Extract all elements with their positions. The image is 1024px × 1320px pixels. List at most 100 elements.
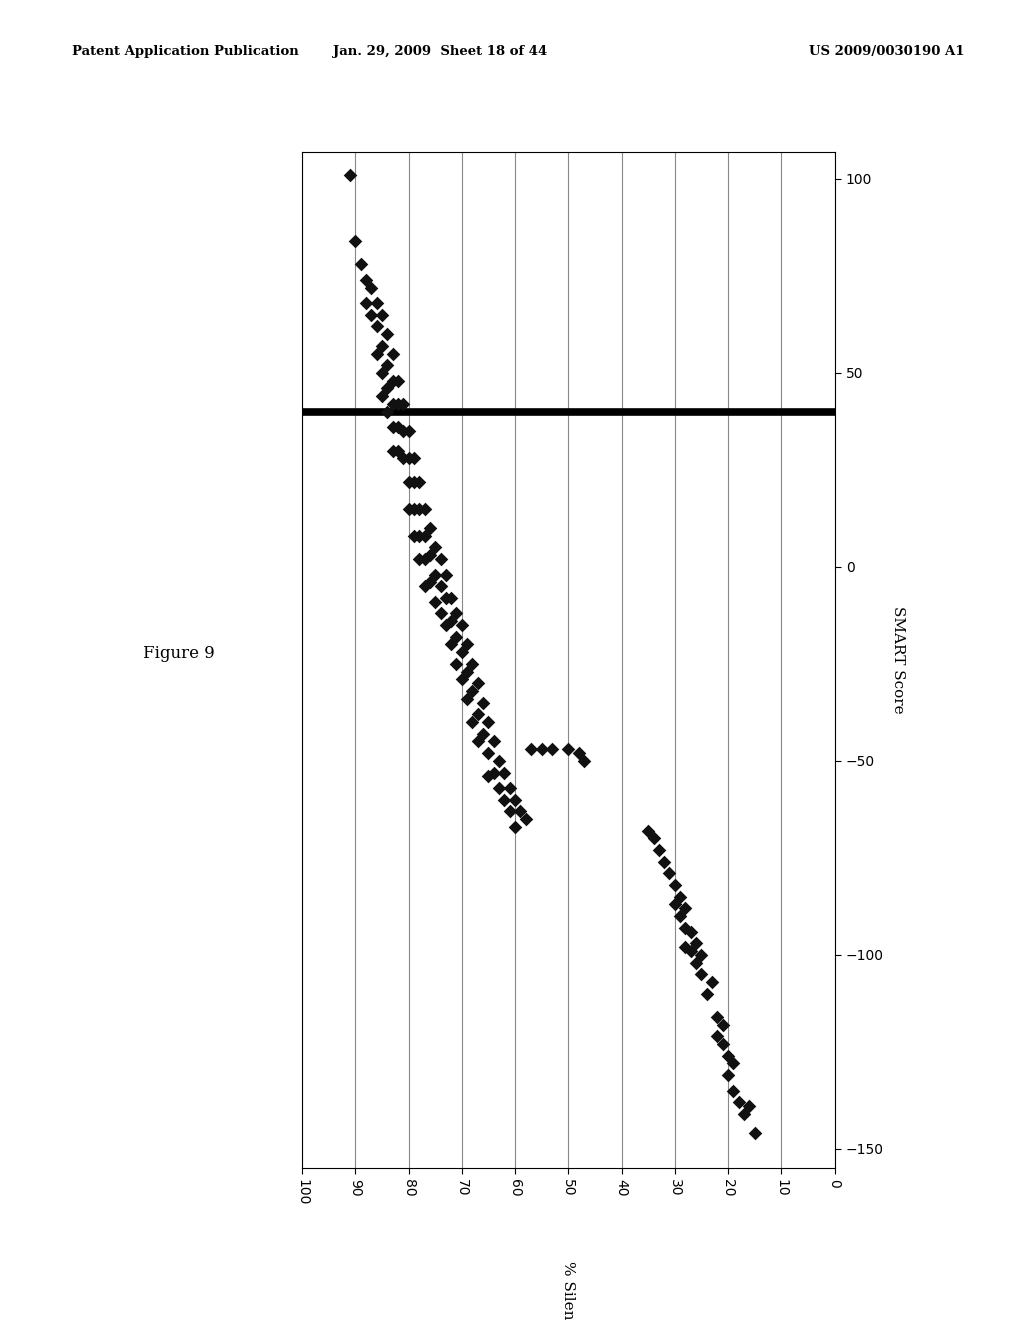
Point — [677, 936, 693, 957]
Point — [454, 642, 470, 663]
Point — [688, 933, 705, 954]
Point — [374, 304, 390, 325]
Point — [480, 711, 497, 733]
Point — [480, 766, 497, 787]
Point — [459, 634, 475, 655]
Point — [454, 669, 470, 690]
Point — [406, 447, 422, 469]
Point — [443, 587, 460, 609]
Point — [710, 1006, 726, 1027]
Point — [667, 894, 683, 915]
Point — [459, 661, 475, 682]
Point — [384, 393, 400, 414]
Point — [698, 983, 715, 1005]
Point — [475, 723, 492, 744]
Point — [512, 801, 528, 822]
Point — [683, 921, 699, 942]
Point — [422, 545, 438, 566]
Point — [432, 549, 449, 570]
Point — [390, 393, 407, 414]
Point — [730, 1092, 746, 1113]
Point — [437, 587, 454, 609]
Point — [710, 1026, 726, 1047]
Point — [417, 498, 433, 519]
Point — [400, 421, 417, 442]
Point — [395, 447, 412, 469]
Point — [379, 378, 395, 399]
Point — [395, 421, 412, 442]
Point — [677, 898, 693, 919]
Point — [715, 1034, 731, 1055]
Point — [352, 253, 369, 275]
Point — [688, 952, 705, 973]
Point — [464, 711, 480, 733]
Point — [437, 564, 454, 585]
Point — [497, 762, 513, 783]
Point — [379, 401, 395, 422]
Point — [693, 944, 710, 965]
Point — [470, 704, 486, 725]
Point — [400, 447, 417, 469]
Point — [400, 471, 417, 492]
Point — [422, 517, 438, 539]
Point — [449, 653, 465, 675]
Point — [384, 343, 400, 364]
Text: Patent Application Publication: Patent Application Publication — [72, 45, 298, 58]
Point — [427, 564, 443, 585]
Point — [720, 1045, 736, 1067]
Point — [459, 688, 475, 709]
Point — [369, 293, 385, 314]
Point — [417, 576, 433, 597]
Point — [357, 269, 374, 290]
Point — [395, 393, 412, 414]
Point — [703, 972, 720, 993]
Point — [656, 851, 673, 873]
Point — [374, 363, 390, 384]
Point — [725, 1053, 741, 1074]
Point — [427, 537, 443, 558]
Point — [449, 603, 465, 624]
Point — [432, 603, 449, 624]
Point — [427, 591, 443, 612]
Point — [347, 231, 364, 252]
Point — [464, 653, 480, 675]
Point — [449, 626, 465, 647]
Point — [406, 525, 422, 546]
Point — [369, 343, 385, 364]
Point — [662, 863, 678, 884]
Point — [411, 549, 427, 570]
Point — [379, 323, 395, 345]
Point — [422, 572, 438, 593]
Point — [560, 739, 577, 760]
Point — [443, 634, 460, 655]
Point — [577, 750, 593, 771]
Point — [357, 293, 374, 314]
Point — [683, 940, 699, 961]
Point — [523, 739, 540, 760]
Point — [411, 471, 427, 492]
Point — [480, 743, 497, 764]
Point — [454, 615, 470, 636]
Point — [374, 385, 390, 407]
Text: US 2009/0030190 A1: US 2009/0030190 A1 — [809, 45, 965, 58]
Point — [437, 615, 454, 636]
Point — [667, 874, 683, 895]
Point — [464, 681, 480, 702]
Point — [384, 440, 400, 461]
Point — [411, 525, 427, 546]
Point — [502, 801, 518, 822]
Point — [645, 828, 662, 849]
Point — [374, 335, 390, 356]
Point — [741, 1096, 758, 1117]
Point — [715, 1014, 731, 1035]
Point — [390, 440, 407, 461]
Point — [417, 549, 433, 570]
Point — [411, 498, 427, 519]
Point — [746, 1123, 763, 1144]
Point — [470, 731, 486, 752]
Point — [507, 789, 523, 810]
Point — [534, 739, 550, 760]
Point — [364, 277, 380, 298]
Point — [725, 1080, 741, 1101]
Point — [432, 576, 449, 597]
